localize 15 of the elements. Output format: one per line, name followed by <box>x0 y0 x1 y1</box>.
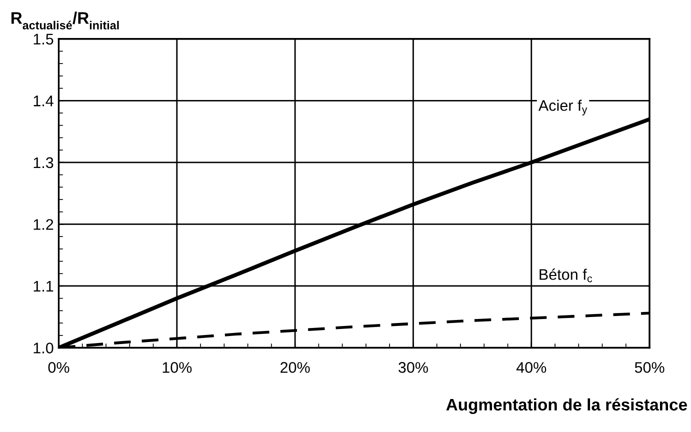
x-tick-label: 0% <box>48 362 70 373</box>
x-axis-title: Augmentation de la résistance <box>446 398 687 414</box>
y-tick-label: 1.0 <box>34 342 54 354</box>
x-tick-label: 40% <box>516 362 546 373</box>
x-tick-label: 30% <box>398 362 428 373</box>
series-label: Acier f$_{y}$ <box>538 100 588 116</box>
x-tick-label: 50% <box>634 362 664 373</box>
y-tick-label: 1.1 <box>34 281 54 292</box>
y-tick-label: 1.5 <box>34 34 54 45</box>
y-tick-label: 1.2 <box>34 219 54 230</box>
y-tick-label: 1.4 <box>34 96 54 106</box>
x-tick-label: 20% <box>280 362 310 373</box>
y-tick-label: 1.3 <box>34 157 54 168</box>
x-tick-label: 10% <box>162 362 192 373</box>
text: Béton f$_{c}$ <box>540 268 592 282</box>
